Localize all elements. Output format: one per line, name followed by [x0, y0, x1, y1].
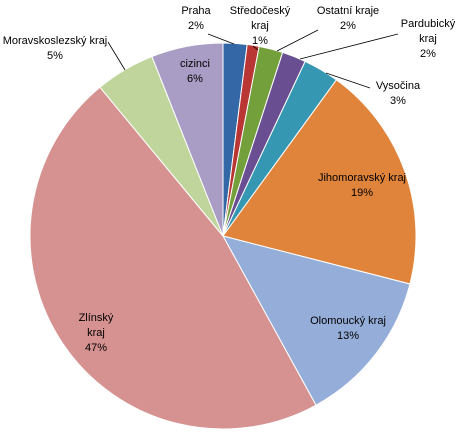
value-label: 3%: [390, 95, 406, 107]
data-label: Zlínský kraj 47%: [71, 311, 121, 356]
value-label: 19%: [350, 187, 374, 199]
value-label: 1%: [252, 35, 268, 47]
category-label: Pardubický kraj: [400, 18, 456, 45]
data-label: Moravskoslezský kraj 5%: [0, 34, 110, 64]
value-label: 13%: [336, 330, 360, 342]
value-label: 5%: [47, 50, 63, 62]
data-label: Ostatní kraje 2%: [298, 4, 398, 34]
category-label: Jihomoravský kraj: [317, 172, 407, 184]
value-label: 47%: [84, 342, 108, 354]
value-label: 6%: [187, 73, 203, 85]
leader-line: [207, 33, 235, 45]
value-label: 2%: [188, 20, 204, 32]
pie-slice: [151, 42, 224, 237]
data-label: Jihomoravský kraj 19%: [317, 171, 407, 201]
category-label: cizinci: [180, 58, 210, 70]
category-label: Olomoucký kraj: [310, 315, 386, 327]
value-label: 2%: [340, 20, 356, 32]
pie-slice: [222, 79, 417, 285]
leader-line: [325, 72, 371, 89]
leader-line: [107, 41, 126, 71]
category-label: Ostatní kraje: [316, 5, 380, 17]
data-label: Středočeský kraj 1%: [224, 4, 296, 49]
data-label: Vysočina 3%: [368, 79, 428, 109]
category-label: Moravskoslezský kraj: [2, 35, 108, 47]
data-label: Olomoucký kraj 13%: [308, 314, 388, 344]
data-label: Praha 2%: [171, 4, 221, 34]
leader-line: [276, 29, 319, 52]
leader-line: [299, 33, 399, 60]
pie-slice: [29, 86, 317, 430]
pie-slice: [222, 235, 411, 406]
category-label: Vysočina: [375, 80, 421, 92]
data-label: Pardubický kraj 2%: [393, 17, 463, 62]
leader-line: [252, 45, 259, 51]
value-label: 2%: [420, 48, 436, 60]
category-label: Středočeský kraj: [229, 5, 291, 32]
category-label: Praha: [181, 5, 211, 17]
category-label: Zlínský kraj: [78, 312, 114, 339]
data-label: cizinci 6%: [170, 57, 220, 87]
